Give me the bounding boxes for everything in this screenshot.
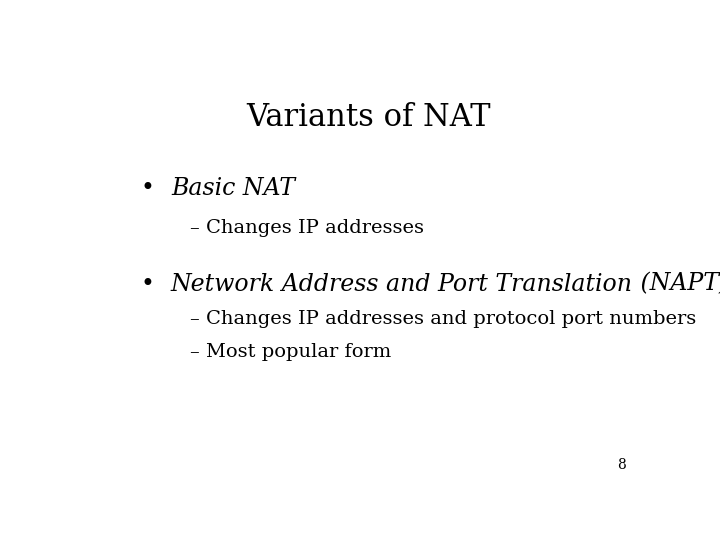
Text: •: • [140,273,154,296]
Text: 8: 8 [617,458,626,472]
Text: Basic NAT: Basic NAT [171,177,295,200]
Text: (NAPT): (NAPT) [633,273,720,296]
Text: – Changes IP addresses and protocol port numbers: – Changes IP addresses and protocol port… [190,310,697,328]
Text: Network Address and Port Translation: Network Address and Port Translation [171,273,633,296]
Text: – Most popular form: – Most popular form [190,343,392,361]
Text: Variants of NAT: Variants of NAT [247,102,491,133]
Text: •: • [140,177,154,200]
Text: – Changes IP addresses: – Changes IP addresses [190,219,425,237]
